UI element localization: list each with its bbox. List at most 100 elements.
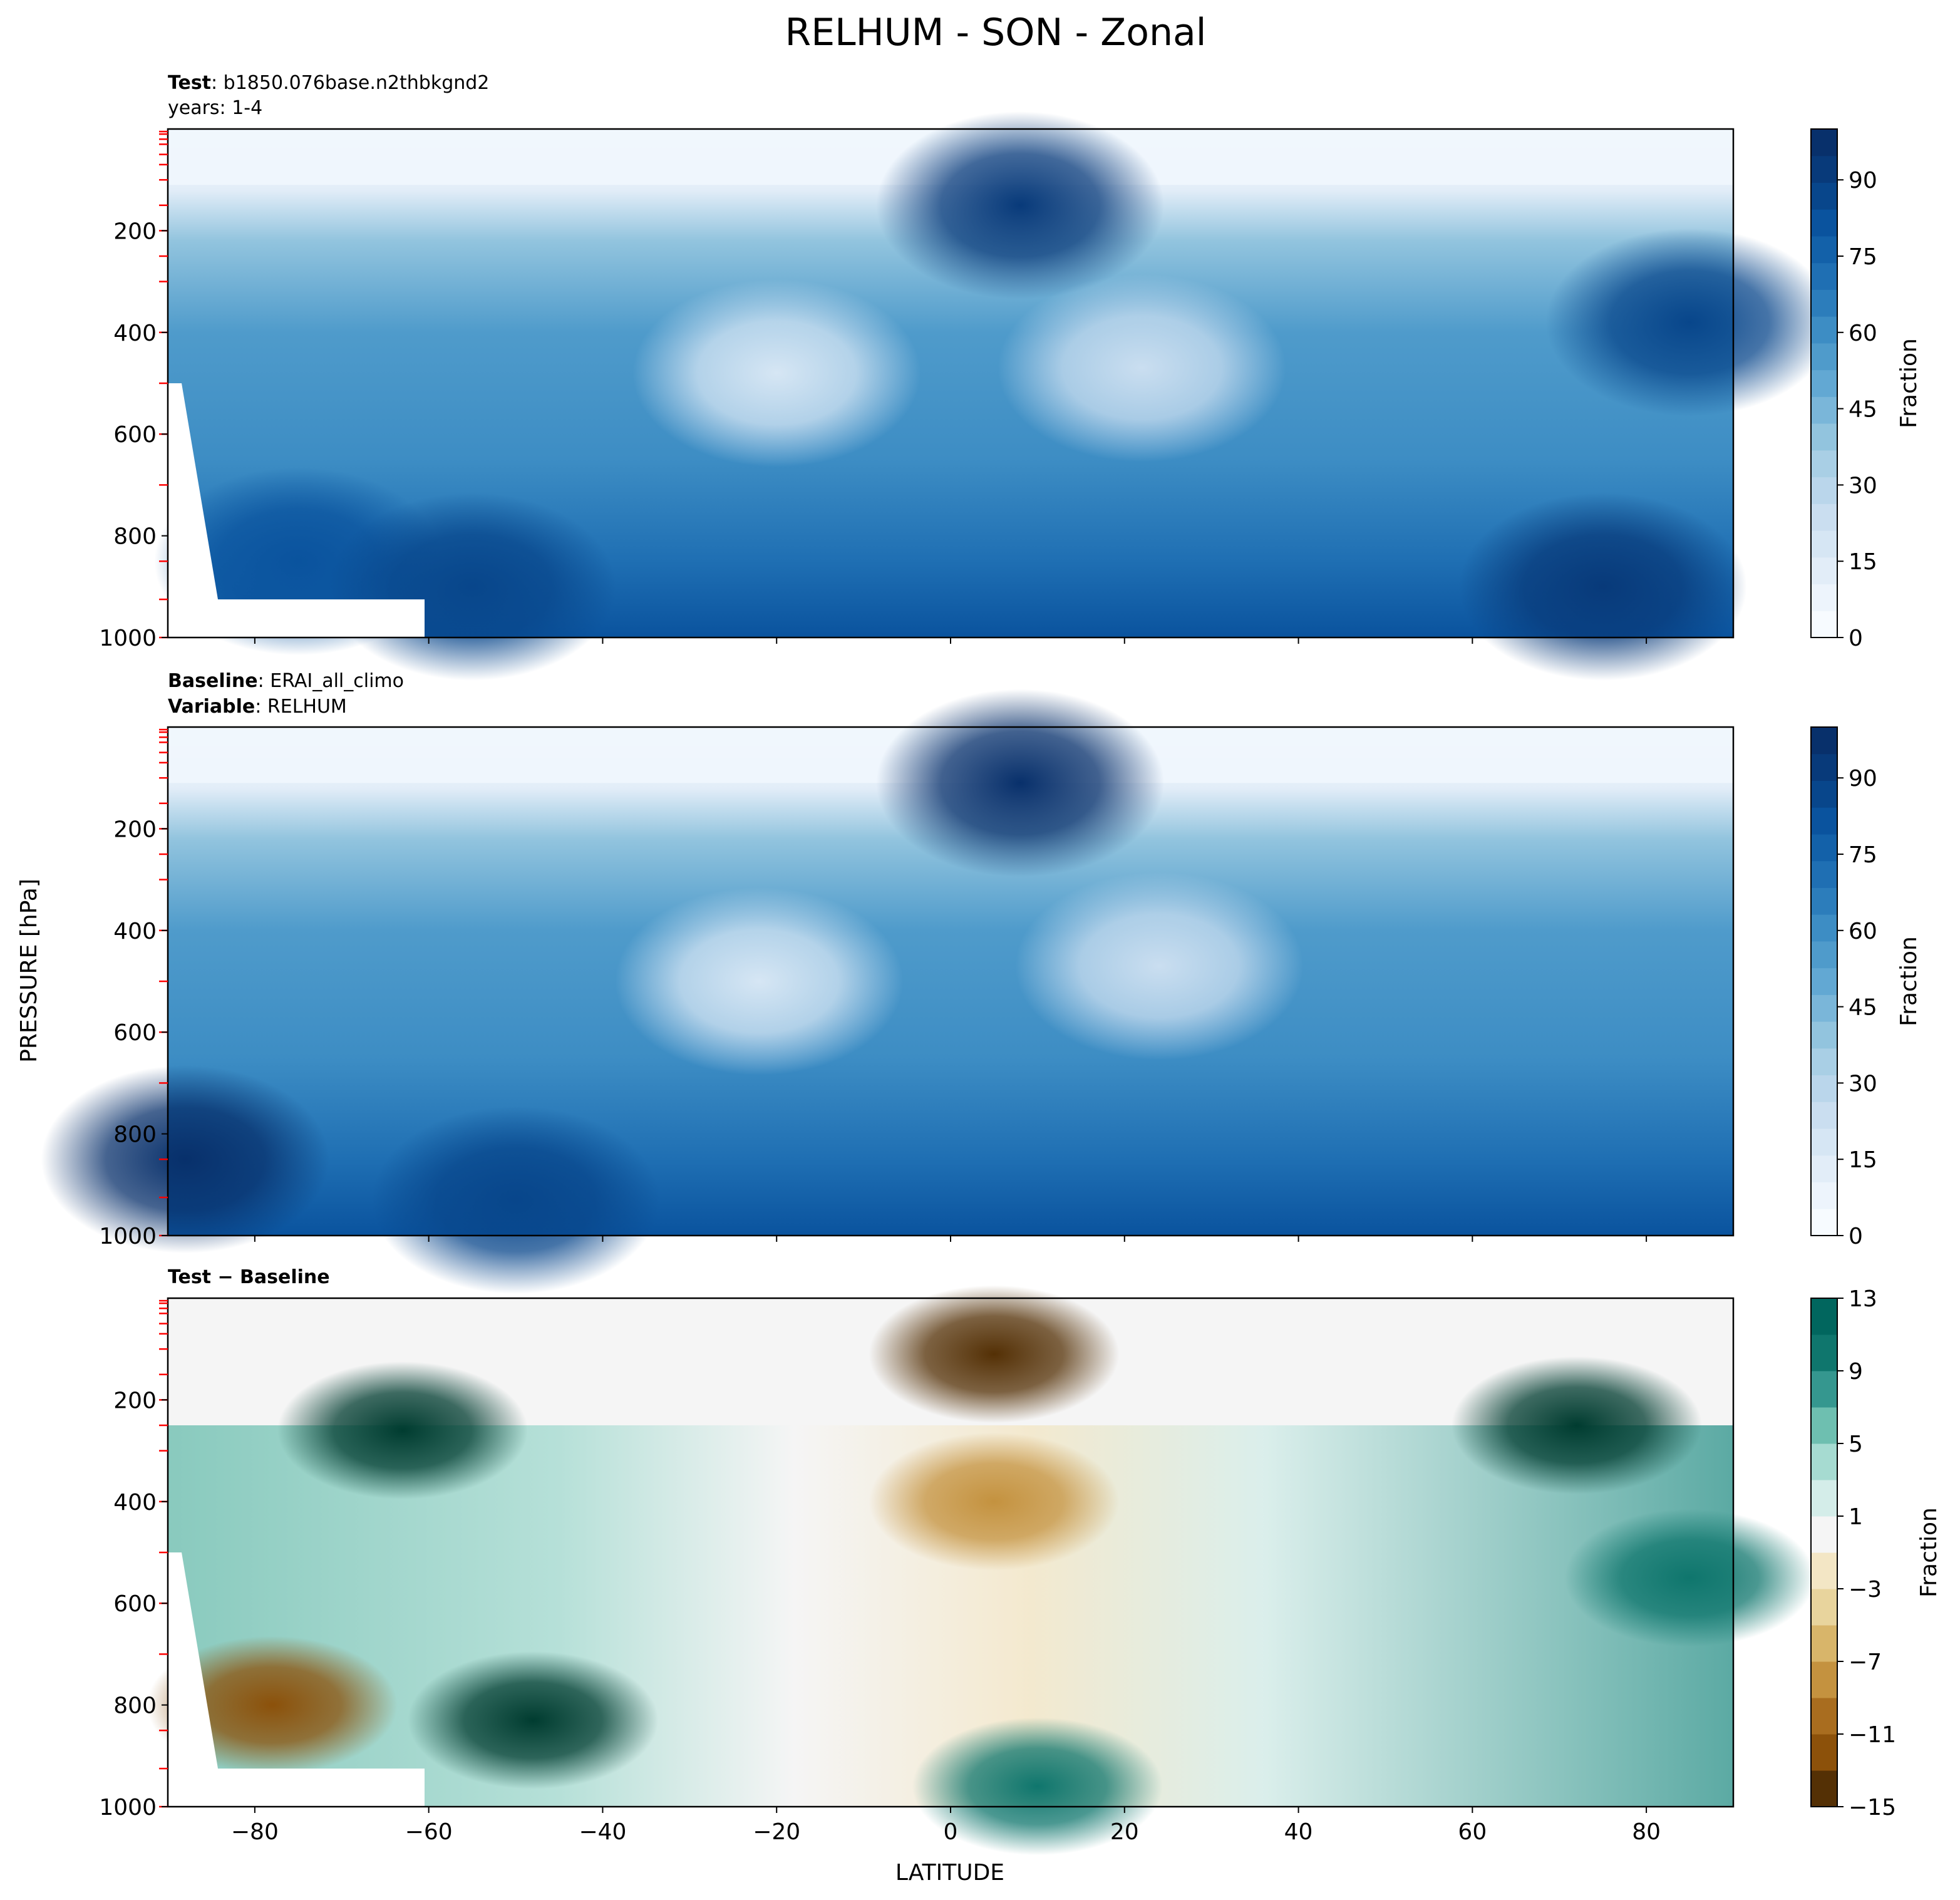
- x-tick-label: 20: [1110, 1819, 1139, 1845]
- contour-feature: [1564, 1509, 1815, 1647]
- colorbar-segment: [1811, 860, 1837, 888]
- colorbar-tick-label: 90: [1849, 168, 1877, 194]
- colorbar-label: Fraction: [1916, 1507, 1942, 1598]
- colorbar-segment: [1811, 1407, 1837, 1444]
- x-tick-label: −20: [753, 1819, 800, 1845]
- x-tick-label: 40: [1284, 1819, 1313, 1845]
- colorbar-segment: [1811, 914, 1837, 942]
- colorbar-segment: [1811, 780, 1837, 808]
- colorbar-tick-label: 30: [1849, 473, 1877, 498]
- colorbar-segment: [1811, 182, 1837, 210]
- colorbar-tick-label: 30: [1849, 1071, 1877, 1097]
- x-tick-label: −60: [405, 1819, 453, 1845]
- colorbar-segment: [1811, 1734, 1837, 1771]
- panel-test-info-1: Test: b1850.076base.n2thbkgnd2: [168, 72, 489, 94]
- colorbar-tick-label: 9: [1849, 1359, 1863, 1385]
- x-tick-label: −80: [231, 1819, 279, 1845]
- contour-feature: [408, 1651, 659, 1789]
- colorbar-tick-label: 60: [1849, 919, 1877, 944]
- colorbar-tick-label: 45: [1849, 995, 1877, 1021]
- colorbar-tick-label: 45: [1849, 397, 1877, 423]
- contour-feature: [371, 1106, 660, 1294]
- y-tick-label: 1000: [99, 1795, 157, 1820]
- colorbar-segment: [1811, 1371, 1837, 1408]
- colorbar-segment: [1811, 1589, 1837, 1626]
- colorbar-segment: [1811, 994, 1837, 1022]
- contour-feature: [1015, 872, 1304, 1060]
- colorbar-segment: [1811, 807, 1837, 835]
- colorbar-segment: [1811, 887, 1837, 915]
- x-tick-label: 0: [944, 1819, 958, 1845]
- x-axis-label: LATITUDE: [895, 1860, 1004, 1886]
- x-tick-label: −40: [579, 1819, 626, 1845]
- colorbar-segment: [1811, 396, 1837, 424]
- figure-title: RELHUM - SON - Zonal: [785, 11, 1207, 54]
- masked-region: [168, 1552, 425, 1807]
- colorbar-segment: [1811, 1335, 1837, 1371]
- colorbar-label: Fraction: [1896, 936, 1922, 1026]
- info-bold: Test − Baseline: [168, 1266, 330, 1288]
- panel-baseline: Baseline: ERAI_all_climo Variable: RELHU…: [41, 670, 1922, 1294]
- colorbar-frame: [1810, 128, 1838, 638]
- y-tick-label: 1000: [99, 1224, 157, 1249]
- plot-area: [41, 689, 1735, 1294]
- contour-feature: [632, 279, 921, 467]
- x-tick-label: 80: [1632, 1819, 1661, 1845]
- info-bold: Test: [168, 72, 211, 94]
- colorbar-tick-label: 5: [1849, 1432, 1863, 1457]
- colorbar-segment: [1811, 262, 1837, 290]
- contour-feature: [1545, 228, 1834, 416]
- x-tick-label: 60: [1458, 1819, 1487, 1845]
- colorbar-segment: [1811, 477, 1837, 504]
- contour-feature: [876, 111, 1165, 299]
- contour-feature: [41, 1065, 329, 1254]
- colorbar-tick-label: 60: [1849, 321, 1877, 346]
- colorbar-segment: [1811, 289, 1837, 317]
- colorbar-segment: [1811, 834, 1837, 862]
- colorbar-segment: [1811, 1698, 1837, 1735]
- colorbar-tick-label: 15: [1849, 1147, 1877, 1173]
- colorbar-tick-label: −3: [1849, 1577, 1882, 1603]
- colorbar-tick-label: 90: [1849, 766, 1877, 792]
- y-tick-label: 800: [113, 524, 157, 550]
- colorbar-tick-label: 75: [1849, 842, 1877, 868]
- info-text: years: 1-4: [168, 97, 262, 119]
- contour-feature: [328, 492, 617, 681]
- panel-difference-info-1: Test − Baseline: [168, 1266, 330, 1288]
- info-text: : b1850.076base.n2thbkgnd2: [211, 72, 489, 94]
- colorbar-segment: [1811, 1443, 1837, 1480]
- y-tick-label: 600: [113, 1591, 157, 1617]
- colorbar-tick-label: −15: [1849, 1795, 1896, 1820]
- colorbar-segment: [1811, 584, 1837, 611]
- x-ticks: [254, 638, 1648, 644]
- contour-feature: [998, 274, 1286, 462]
- contour-feature: [615, 887, 904, 1075]
- colorbar: 0 15 30 45 60 75 90: [1810, 726, 1877, 1249]
- contour-feature: [869, 1285, 1120, 1423]
- colorbar-segment: [1811, 530, 1837, 558]
- colorbar-tick-label: 15: [1849, 549, 1877, 575]
- colorbar-frame: [1810, 726, 1838, 1236]
- colorbar-segment: [1811, 343, 1837, 371]
- colorbar-tick-label: 0: [1849, 1224, 1863, 1249]
- y-ticks: 200 400 600 800 1000: [99, 1388, 168, 1820]
- colorbar-tick-label: 75: [1849, 244, 1877, 270]
- x-ticks: −80 −60 −40 −20 0 20 40 60 80: [231, 1807, 1661, 1845]
- colorbar-segment: [1811, 155, 1837, 183]
- y-axis-label: PRESSURE [hPa]: [16, 879, 42, 1063]
- contour-feature: [912, 1717, 1163, 1856]
- y-tick-label: 400: [113, 919, 157, 944]
- colorbar-segment: [1811, 423, 1837, 451]
- info-text: : RELHUM: [255, 696, 347, 718]
- colorbar-segment: [1811, 727, 1837, 755]
- colorbar-tick-label: −11: [1849, 1722, 1896, 1748]
- colorbar-segment: [1811, 1480, 1837, 1517]
- colorbar-segment: [1811, 753, 1837, 781]
- colorbar-segment: [1811, 209, 1837, 237]
- colorbar-segment: [1811, 235, 1837, 264]
- colorbar-segment: [1811, 1182, 1837, 1209]
- y-tick-label: 400: [113, 1490, 157, 1515]
- colorbar-segment: [1811, 1770, 1837, 1807]
